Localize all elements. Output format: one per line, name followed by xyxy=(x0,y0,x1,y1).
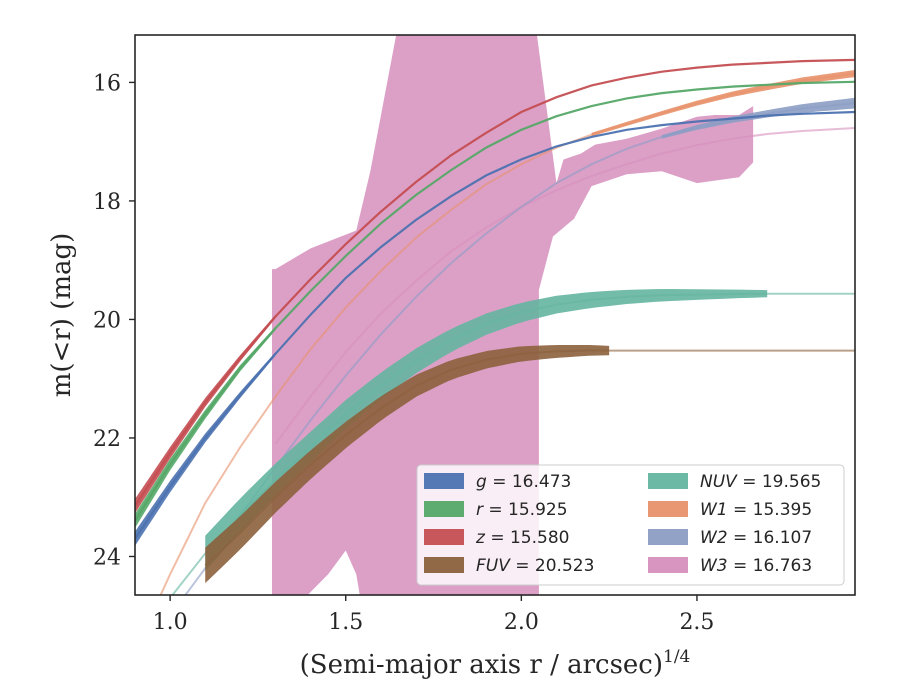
y-tick-label: 24 xyxy=(93,545,121,570)
legend-swatch xyxy=(648,529,688,545)
legend-swatch xyxy=(424,473,464,489)
series-r-line xyxy=(135,80,855,522)
legend-swatch xyxy=(424,529,464,545)
legend-label: W2 = 16.107 xyxy=(700,528,812,548)
x-tick-label: 1.5 xyxy=(328,610,363,635)
series-w1-line xyxy=(159,72,855,595)
legend-label: z = 15.580 xyxy=(475,528,569,548)
legend-swatch xyxy=(648,473,688,489)
y-tick-label: 22 xyxy=(93,427,121,452)
series-z-line xyxy=(135,58,855,507)
legend-swatch xyxy=(648,501,688,517)
x-axis: 1.0 1.5 2.0 2.5 xyxy=(153,595,714,635)
x-axis-label: (Semi-major axis r / arcsec)1/4 xyxy=(300,647,691,680)
legend-item-w2: W2 = 16.107 xyxy=(648,528,812,548)
legend-label: W1 = 15.395 xyxy=(700,500,812,520)
y-tick-label: 20 xyxy=(93,308,121,333)
legend-frame xyxy=(416,464,845,586)
legend-label: g = 16.473 xyxy=(476,472,571,492)
x-axis-label-exponent: 1/4 xyxy=(663,647,690,667)
y-tick-label: 16 xyxy=(93,71,121,96)
y-tick-label: 18 xyxy=(93,190,121,215)
legend-label: r = 15.925 xyxy=(476,500,568,520)
legend-item-fuv: FUV = 20.523 xyxy=(424,556,594,576)
series-w3-line xyxy=(274,127,855,445)
legend: g = 16.473 r = 15.925 z = 15.580 FUV = 20.5… xyxy=(416,464,845,586)
legend-item-r: r = 15.925 xyxy=(424,500,568,520)
series-fuv-line xyxy=(204,349,855,567)
legend-swatch xyxy=(424,557,464,573)
y-axis: 16 18 20 22 24 xyxy=(93,71,135,570)
legend-item-z: z = 15.580 xyxy=(424,528,569,548)
legend-item-nuv: NUV = 19.565 xyxy=(648,472,821,492)
legend-label: W3 = 16.763 xyxy=(700,556,812,576)
series-nuv-band xyxy=(205,288,768,572)
legend-swatch xyxy=(648,557,688,573)
legend-item-g: g = 16.473 xyxy=(424,472,571,492)
plot-area xyxy=(135,35,855,595)
x-tick-label: 2.5 xyxy=(679,610,714,635)
legend-label: NUV = 19.565 xyxy=(700,472,821,492)
y-axis-label: m(<r) (mag) xyxy=(47,233,77,398)
series-g-line xyxy=(135,110,855,540)
plot-frame xyxy=(134,34,856,596)
legend-item-w1: W1 = 15.395 xyxy=(648,500,812,520)
legend-label: FUV = 20.523 xyxy=(476,556,594,576)
legend-swatch xyxy=(424,501,464,517)
x-tick-label: 1.0 xyxy=(153,610,188,635)
x-tick-label: 2.0 xyxy=(504,610,539,635)
legend-item-w3: W3 = 16.763 xyxy=(648,556,812,576)
series-nuv-line xyxy=(171,292,855,595)
